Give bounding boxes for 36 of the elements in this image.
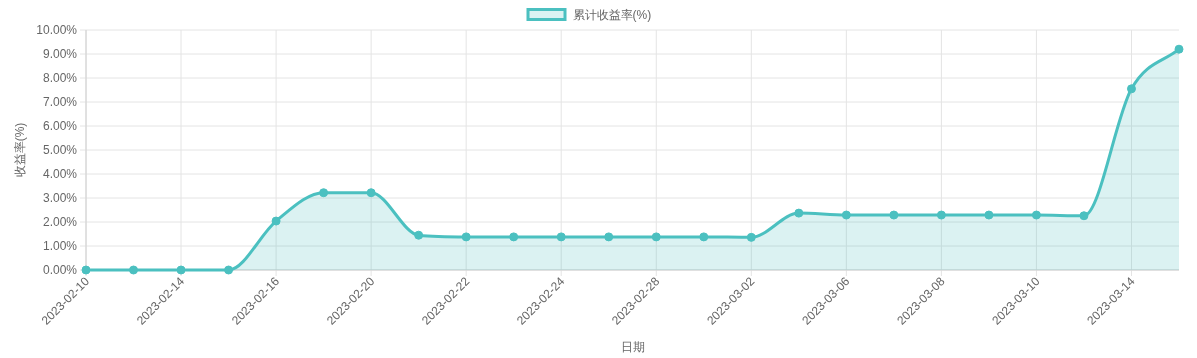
point bbox=[1079, 211, 1089, 221]
point bbox=[651, 232, 661, 242]
y-tick-label: 7.00% bbox=[42, 95, 78, 109]
point bbox=[746, 232, 756, 242]
point bbox=[889, 210, 899, 220]
point bbox=[1126, 84, 1136, 94]
y-tick-label: 5.00% bbox=[42, 143, 78, 157]
y-tick-label: 4.00% bbox=[42, 167, 78, 181]
point bbox=[461, 232, 471, 242]
y-tick-label: 10.00% bbox=[36, 23, 78, 37]
point bbox=[366, 188, 376, 198]
y-axis-title: 收益率(%) bbox=[13, 122, 27, 178]
point bbox=[841, 210, 851, 220]
y-tick-label: 3.00% bbox=[42, 191, 78, 205]
point bbox=[604, 232, 614, 242]
point bbox=[699, 232, 709, 242]
point bbox=[794, 208, 804, 218]
point bbox=[129, 265, 139, 275]
x-axis-title: 日期 bbox=[620, 340, 645, 354]
y-tick-label: 9.00% bbox=[42, 47, 78, 61]
point bbox=[984, 210, 994, 220]
point bbox=[271, 216, 281, 226]
y-tick-label: 1.00% bbox=[42, 239, 78, 253]
point bbox=[509, 232, 519, 242]
point bbox=[224, 265, 234, 275]
y-tick-label: 2.00% bbox=[42, 215, 78, 229]
point bbox=[556, 232, 566, 242]
y-tick-label: 6.00% bbox=[42, 119, 78, 133]
y-tick-label: 0.00% bbox=[42, 263, 78, 277]
y-tick-label: 8.00% bbox=[42, 71, 78, 85]
point bbox=[1174, 44, 1184, 54]
point bbox=[936, 210, 946, 220]
legend-label: 累计收益率(%) bbox=[572, 8, 652, 22]
point bbox=[319, 188, 329, 198]
point bbox=[1031, 210, 1041, 220]
point bbox=[414, 230, 424, 240]
